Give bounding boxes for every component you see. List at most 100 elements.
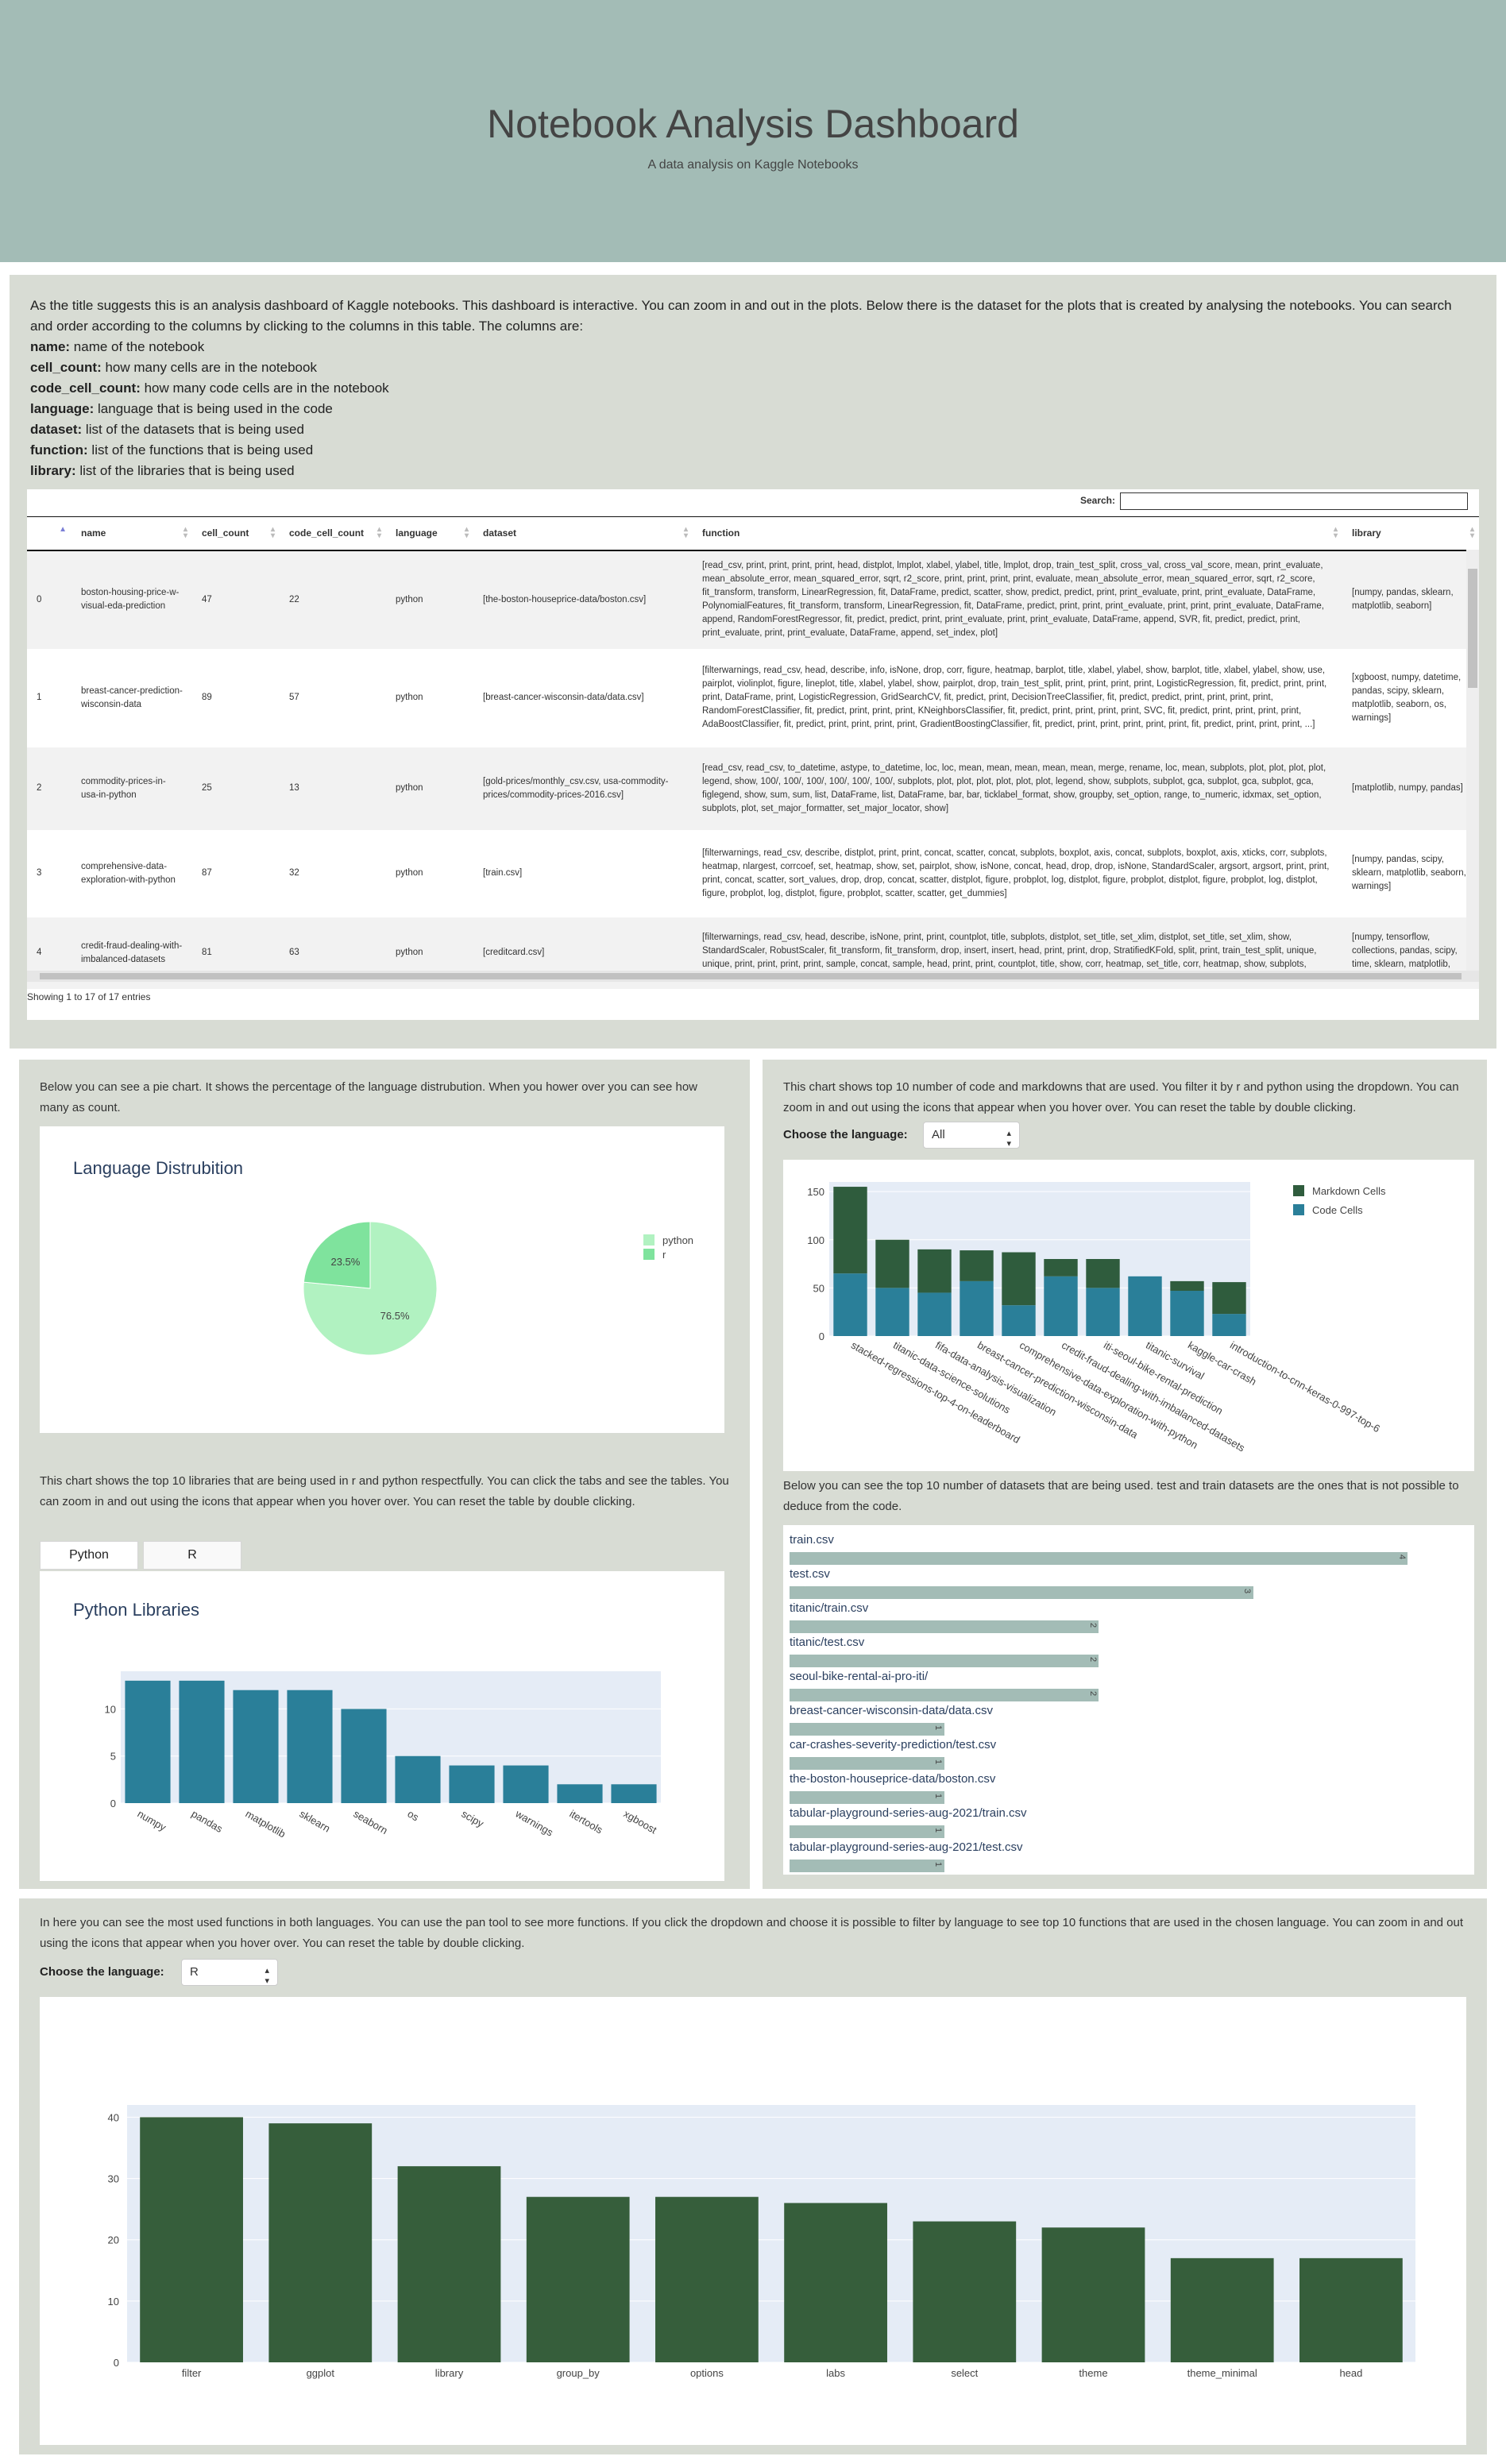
column-header-name[interactable]: name ▴ ▾ xyxy=(71,516,192,551)
x-tick-label: matplotlib xyxy=(244,1808,288,1840)
libs-panel: This chart shows the top 10 libraries th… xyxy=(19,1468,750,1889)
table-row[interactable]: 3 comprehensive-data-exploration-with-pyt… xyxy=(27,829,1479,917)
table-row[interactable]: 2 commodity-prices-in-usa-in-python 25 13 py… xyxy=(27,747,1479,830)
column-def-key: code_cell_count: xyxy=(30,380,141,396)
libs-chart[interactable]: 0 5 10 numpy pandas matplotlib sklearn seaborn o… xyxy=(40,1571,724,1881)
bar-group_by xyxy=(526,2196,630,2362)
y-tick-label: 150 xyxy=(807,1186,824,1198)
pie-slice-label: 76.5% xyxy=(380,1310,410,1322)
dataset-bar[interactable]: 1 xyxy=(790,1723,944,1736)
dataset-bar-value: 1 xyxy=(933,1827,944,1833)
column-header-index[interactable]: ▲ xyxy=(27,516,71,551)
table-cell: 3 xyxy=(27,829,71,917)
column-header-label: cell_count xyxy=(202,527,249,539)
dataset-label: breast-cancer-wisconsin-data/data.csv xyxy=(790,1704,993,1717)
table-cell: [matplotlib, numpy, pandas] xyxy=(1342,747,1479,830)
table-row[interactable]: 0 boston-housing-price-w-visual-eda-predi… xyxy=(27,550,1479,649)
x-tick-label: ggplot xyxy=(307,2367,335,2379)
sort-icon: ▴ ▾ xyxy=(183,525,187,540)
x-tick-label: numpy xyxy=(136,1808,169,1834)
dataset-bar[interactable]: 2 xyxy=(790,1620,1099,1633)
cell-clip: [filterwarnings, read_csv, head, describ… xyxy=(702,932,1317,975)
legend-swatch xyxy=(643,1234,655,1246)
dataset-bar[interactable]: 4 xyxy=(790,1552,1408,1565)
column-def: library: list of the libraries that is b… xyxy=(30,461,1460,481)
x-tick-label: library xyxy=(435,2367,464,2379)
column-def-text: name of the notebook xyxy=(70,339,205,354)
column-def-key: cell_count: xyxy=(30,360,102,375)
y-tick-label: 40 xyxy=(108,2111,119,2123)
table-cell: 32 xyxy=(280,829,386,917)
legend-swatch xyxy=(1293,1185,1304,1196)
stack-chart[interactable]: 050100150stacked-regressions-top-4-on-le… xyxy=(783,1160,1474,1471)
sort-icon: ▴ ▾ xyxy=(464,525,469,540)
stack-language-dropdown[interactable]: All ▴ ▾ xyxy=(923,1122,1020,1149)
pie-slice-r xyxy=(303,1221,371,1289)
stack-dropdown-value: All xyxy=(932,1128,945,1141)
table-vertical-scrollbar[interactable] xyxy=(1466,550,1479,971)
column-header-dataset[interactable]: dataset ▴ ▾ xyxy=(473,516,693,551)
bar-markdown xyxy=(875,1239,909,1288)
x-tick-label: scipy xyxy=(460,1808,487,1830)
sort-icon: ▴ ▾ xyxy=(683,525,688,540)
dataset-bar[interactable]: 1 xyxy=(790,1860,944,1872)
table-info: Showing 1 to 17 of 17 entries xyxy=(27,991,151,1002)
dataset-bar[interactable]: 1 xyxy=(790,1757,944,1770)
x-tick-label: options xyxy=(690,2367,724,2379)
table-cell: breast-cancer-prediction-wisconsin-data xyxy=(71,648,192,747)
bar-markdown xyxy=(833,1187,867,1274)
column-def-text: list of the libraries that is being used xyxy=(75,463,295,478)
bar-code xyxy=(875,1288,909,1336)
dataset-bar[interactable]: 2 xyxy=(790,1689,1099,1701)
x-tick-label: xgboost xyxy=(622,1808,659,1836)
y-tick-label: 20 xyxy=(108,2234,119,2246)
bar-ggplot xyxy=(268,2123,373,2362)
bar-markdown xyxy=(1086,1259,1120,1288)
dataset-label: tabular-playground-series-aug-2021/train… xyxy=(790,1806,1027,1820)
table-cell: [filterwarnings, read_csv, head, describ… xyxy=(693,648,1342,747)
dataset-label: car-crashes-severity-prediction/test.csv xyxy=(790,1738,997,1751)
column-header-function[interactable]: function ▴ ▾ xyxy=(693,516,1342,551)
table-cell: [gold-prices/monthly_csv.csv, usa-commod… xyxy=(473,747,693,830)
x-tick-label: os xyxy=(406,1808,422,1824)
table-cell: commodity-prices-in-usa-in-python xyxy=(71,747,192,830)
column-def-key: name: xyxy=(30,339,71,354)
bar-options xyxy=(655,2196,759,2362)
dataset-bar[interactable]: 3 xyxy=(790,1586,1253,1599)
datasets-description: Below you can see the top 10 number of d… xyxy=(783,1479,1459,1513)
dataset-bar[interactable]: 1 xyxy=(790,1825,944,1838)
tab-python[interactable]: Python xyxy=(40,1541,138,1570)
funcs-description: In here you can see the most used functi… xyxy=(40,1916,1464,1950)
x-tick-label: pandas xyxy=(190,1808,226,1836)
bar-matplotlib xyxy=(233,1690,279,1803)
column-header-library[interactable]: library ▴ ▾ xyxy=(1342,516,1479,551)
tab-r[interactable]: R xyxy=(143,1541,241,1570)
table-cell: python xyxy=(386,648,473,747)
table-cell: 22 xyxy=(280,550,386,649)
bar-theme xyxy=(1041,2227,1145,2362)
column-def: language: language that is being used in… xyxy=(30,399,1460,419)
table-cell: [train.csv] xyxy=(473,829,693,917)
search-input[interactable] xyxy=(1120,492,1468,510)
pie-chart[interactable]: 76.5% 23.5% python r xyxy=(40,1126,724,1433)
cell-clip: 4 xyxy=(37,948,42,957)
libs-chart-title: Python Libraries xyxy=(73,1600,199,1620)
bar-pandas xyxy=(179,1680,225,1803)
funcs-language-dropdown[interactable]: R ▴ ▾ xyxy=(181,1959,278,1986)
table-row[interactable]: 1 breast-cancer-prediction-wisconsin-data… xyxy=(27,648,1479,747)
funcs-chart[interactable]: 0 10 20 30 40 filter ggplot library group_by opti… xyxy=(40,1997,1466,2445)
dataset-bar-value: 2 xyxy=(1087,1656,1098,1663)
dataset-bar[interactable]: 2 xyxy=(790,1655,1099,1667)
bar-seaborn xyxy=(341,1709,387,1803)
bar-os xyxy=(395,1755,441,1803)
dataset-bar[interactable]: 1 xyxy=(790,1791,944,1804)
column-header-cell_count[interactable]: cell_count ▴ ▾ xyxy=(192,516,280,551)
funcs-dropdown-value: R xyxy=(190,1965,199,1979)
column-def: code_cell_count: how many code cells are… xyxy=(30,378,1460,399)
y-tick-label: 0 xyxy=(110,1798,116,1809)
y-tick-label: 0 xyxy=(819,1330,824,1342)
column-header-code_cell_count[interactable]: code_cell_count ▴ ▾ xyxy=(280,516,386,551)
table-horizontal-scrollbar[interactable] xyxy=(27,971,1479,982)
column-header-language[interactable]: language ▴ ▾ xyxy=(386,516,473,551)
y-tick-label: 10 xyxy=(105,1703,116,1715)
